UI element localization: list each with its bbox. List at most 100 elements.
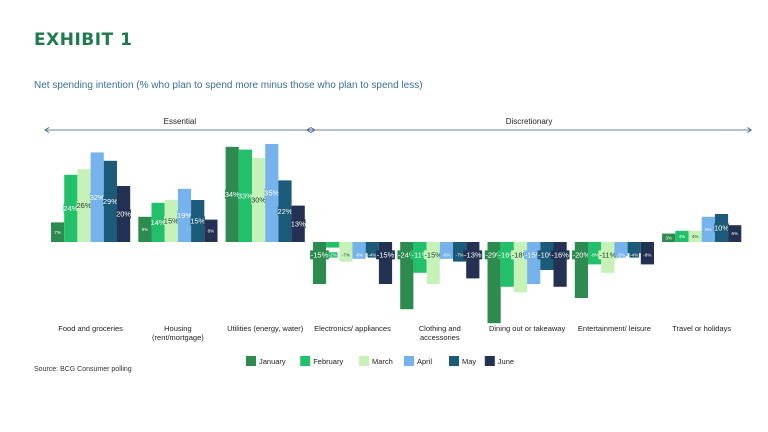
bar [500,242,514,287]
data-label-bg [63,203,79,213]
data-label: -15% [424,251,442,260]
data-label: -16% [551,251,569,260]
section-label: Discretionary [506,117,553,126]
bar [627,242,641,254]
data-label-bg [589,252,600,258]
data-label-bg [103,196,118,206]
data-label-bg [354,252,364,258]
data-label-bg [714,223,729,233]
category-group: -29%-16%-18%-15%-10%-16%Dining out or ta… [484,242,570,333]
legend-label: May [462,357,476,366]
category-group: 7% 24%26%32%29% 20% Food and groceries [51,152,131,333]
bar [326,242,340,248]
legend-label: April [417,357,432,366]
bar [426,242,440,284]
category-label: Travel or holidays [672,324,731,333]
category-group: -24%-11%-15% -6% -7% -13% Clothing andaccess… [397,242,483,342]
data-label-bg [164,216,179,226]
data-label-bg [277,206,293,216]
data-label-bg [238,191,253,201]
data-label: -29% [485,251,503,260]
data-label: 22% [277,207,292,216]
data-label-bg [550,250,570,260]
bar [553,242,567,287]
data-label: -11% [412,251,429,260]
data-label: -8% [591,253,599,258]
data-label-bg [89,192,105,202]
data-label: -7% [456,253,464,258]
arrow-left-icon [306,127,312,133]
data-label: 9% [142,227,149,232]
category-label: Utilities (energy, water) [227,324,304,333]
data-label-bg [454,252,465,258]
data-label: -6% [355,253,363,258]
legend-swatch [484,356,495,366]
data-label: -7% [342,253,350,258]
data-label-bg [264,188,280,198]
data-label: 35% [264,189,279,198]
data-label: -18% [512,251,530,260]
data-label: 3% [665,235,672,240]
data-label-bg [642,252,653,258]
data-label-bg [150,217,166,227]
data-label: -2% [329,253,337,258]
data-label: 29% [103,197,118,206]
data-label-bg [678,233,686,240]
data-label-bg [177,210,192,220]
arrow-left-icon [44,127,50,133]
data-label: -8% [643,253,651,258]
data-label-bg [665,235,673,241]
category-group: 9%14%15%19%15%8%Housing(rent/mortgage) [138,188,218,342]
data-label: -15% [311,251,329,260]
data-label: 6% [731,231,738,236]
data-label-bg [629,252,639,258]
data-label: -15% [525,251,543,260]
section-label-bg [489,115,569,127]
legend-swatch [404,356,414,366]
data-label: 19% [177,211,192,220]
data-label-bg [290,219,306,229]
category-label: Electronics/ appliances [314,324,391,333]
legend-label: March [372,357,393,366]
data-label-bg [116,209,131,219]
data-label-bg [441,252,452,258]
category-label: Housing [164,324,192,333]
section-essential: Essential [44,115,316,133]
source-note: Source: BCG Consumer polling [34,366,132,373]
data-label: -20% [573,251,591,260]
data-label: 10% [714,224,729,233]
data-label: 13% [291,219,306,228]
data-label-bg [327,252,338,258]
legend-swatch [300,356,311,366]
data-label: 4% [679,234,686,239]
data-label-bg [76,200,92,210]
category-label: Dining out or takeaway [489,324,566,333]
data-label: -5% [617,253,625,258]
data-label-bg [463,250,483,260]
data-label: -10% [538,251,556,260]
data-label: 14% [151,218,166,227]
data-label: -4% [630,253,638,258]
data-label: 26% [76,201,91,210]
data-label: 8% [208,228,215,233]
legend-swatch [246,356,256,366]
exhibit-title: EXHIBIT 1 [34,30,133,50]
arrow-right-icon [747,127,753,133]
data-label: -13% [464,251,482,260]
data-label: -11% [599,251,616,260]
data-label: 32% [90,193,105,202]
category-label: accessories [420,333,460,342]
bar [312,242,327,284]
data-label-bg [54,229,62,235]
data-label: -16% [499,251,517,260]
data-label-bg [704,226,712,233]
data-label-bg [190,216,205,226]
bar [378,242,393,284]
legend-swatch [449,356,459,366]
section-discretionary: Discretionary [306,115,753,133]
section-label-bg [150,115,210,127]
bar [513,242,528,293]
data-label: 30% [251,196,266,205]
data-label: 15% [164,217,179,226]
data-label-bg [616,252,626,258]
